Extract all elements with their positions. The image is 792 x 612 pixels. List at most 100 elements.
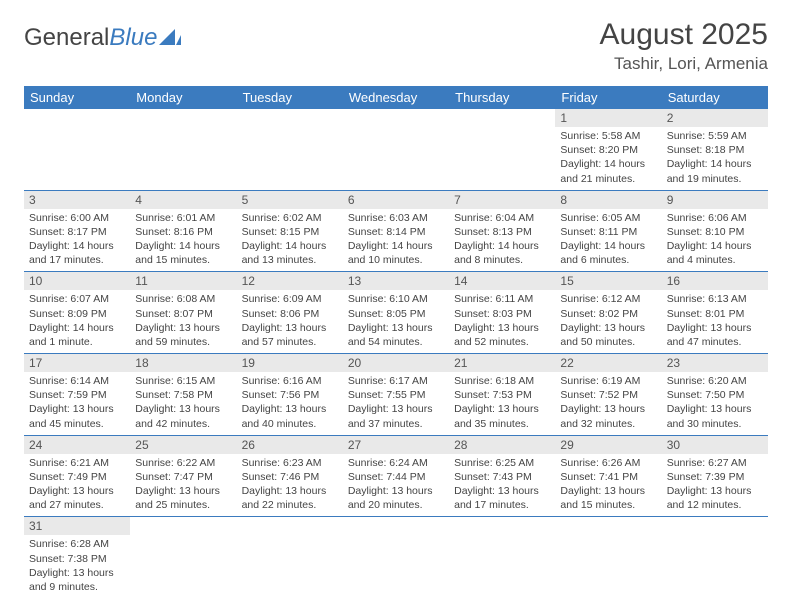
daylight-text: Daylight: 13 hours and 52 minutes. [454, 321, 550, 349]
day-body: Sunrise: 6:16 AMSunset: 7:56 PMDaylight:… [237, 372, 343, 435]
day-body: Sunrise: 6:23 AMSunset: 7:46 PMDaylight:… [237, 454, 343, 517]
calendar-row: 1Sunrise: 5:58 AMSunset: 8:20 PMDaylight… [24, 109, 768, 190]
day-number [449, 517, 555, 535]
day-number [662, 517, 768, 535]
day-body: Sunrise: 6:19 AMSunset: 7:52 PMDaylight:… [555, 372, 661, 435]
sunrise-text: Sunrise: 6:01 AM [135, 211, 231, 225]
calendar-cell: 11Sunrise: 6:08 AMSunset: 8:07 PMDayligh… [130, 272, 236, 354]
calendar-cell: 27Sunrise: 6:24 AMSunset: 7:44 PMDayligh… [343, 435, 449, 517]
sunrise-text: Sunrise: 6:15 AM [135, 374, 231, 388]
day-number: 25 [130, 436, 236, 454]
daylight-text: Daylight: 13 hours and 57 minutes. [242, 321, 338, 349]
day-body: Sunrise: 6:01 AMSunset: 8:16 PMDaylight:… [130, 209, 236, 272]
sunset-text: Sunset: 7:44 PM [348, 470, 444, 484]
day-body [237, 535, 343, 555]
sunrise-text: Sunrise: 6:07 AM [29, 292, 125, 306]
calendar-cell: 13Sunrise: 6:10 AMSunset: 8:05 PMDayligh… [343, 272, 449, 354]
daylight-text: Daylight: 13 hours and 45 minutes. [29, 402, 125, 430]
day-body: Sunrise: 6:11 AMSunset: 8:03 PMDaylight:… [449, 290, 555, 353]
day-number [343, 517, 449, 535]
sunrise-text: Sunrise: 6:22 AM [135, 456, 231, 470]
logo-text-2: Blue [109, 24, 157, 52]
sunset-text: Sunset: 7:53 PM [454, 388, 550, 402]
calendar-cell: 20Sunrise: 6:17 AMSunset: 7:55 PMDayligh… [343, 354, 449, 436]
sunset-text: Sunset: 8:16 PM [135, 225, 231, 239]
daylight-text: Daylight: 14 hours and 21 minutes. [560, 157, 656, 185]
daylight-text: Daylight: 13 hours and 54 minutes. [348, 321, 444, 349]
day-number [130, 109, 236, 127]
day-body: Sunrise: 6:20 AMSunset: 7:50 PMDaylight:… [662, 372, 768, 435]
day-number [237, 109, 343, 127]
day-number: 12 [237, 272, 343, 290]
sunset-text: Sunset: 7:58 PM [135, 388, 231, 402]
day-number: 15 [555, 272, 661, 290]
day-number: 18 [130, 354, 236, 372]
daylight-text: Daylight: 13 hours and 37 minutes. [348, 402, 444, 430]
day-header: Sunday [24, 86, 130, 109]
title-block: August 2025 Tashir, Lori, Armenia [600, 18, 768, 74]
calendar-cell [343, 517, 449, 598]
sunrise-text: Sunrise: 6:02 AM [242, 211, 338, 225]
day-body [130, 127, 236, 147]
sunset-text: Sunset: 7:39 PM [667, 470, 763, 484]
sunrise-text: Sunrise: 6:23 AM [242, 456, 338, 470]
daylight-text: Daylight: 14 hours and 13 minutes. [242, 239, 338, 267]
day-number: 30 [662, 436, 768, 454]
daylight-text: Daylight: 13 hours and 50 minutes. [560, 321, 656, 349]
daylight-text: Daylight: 14 hours and 1 minute. [29, 321, 125, 349]
day-number: 20 [343, 354, 449, 372]
day-number: 11 [130, 272, 236, 290]
sunset-text: Sunset: 7:43 PM [454, 470, 550, 484]
sunset-text: Sunset: 7:41 PM [560, 470, 656, 484]
day-number: 8 [555, 191, 661, 209]
day-body: Sunrise: 6:06 AMSunset: 8:10 PMDaylight:… [662, 209, 768, 272]
day-number [237, 517, 343, 535]
day-number: 5 [237, 191, 343, 209]
daylight-text: Daylight: 14 hours and 17 minutes. [29, 239, 125, 267]
daylight-text: Daylight: 13 hours and 20 minutes. [348, 484, 444, 512]
calendar-cell: 23Sunrise: 6:20 AMSunset: 7:50 PMDayligh… [662, 354, 768, 436]
calendar-cell: 24Sunrise: 6:21 AMSunset: 7:49 PMDayligh… [24, 435, 130, 517]
calendar-cell [343, 109, 449, 190]
sunrise-text: Sunrise: 6:26 AM [560, 456, 656, 470]
sunrise-text: Sunrise: 5:59 AM [667, 129, 763, 143]
sunset-text: Sunset: 7:47 PM [135, 470, 231, 484]
calendar-cell: 17Sunrise: 6:14 AMSunset: 7:59 PMDayligh… [24, 354, 130, 436]
day-number [449, 109, 555, 127]
sunset-text: Sunset: 7:50 PM [667, 388, 763, 402]
calendar-cell: 25Sunrise: 6:22 AMSunset: 7:47 PMDayligh… [130, 435, 236, 517]
sunrise-text: Sunrise: 6:09 AM [242, 292, 338, 306]
day-number: 24 [24, 436, 130, 454]
day-body [24, 127, 130, 147]
day-number: 14 [449, 272, 555, 290]
sunset-text: Sunset: 7:46 PM [242, 470, 338, 484]
day-body [343, 127, 449, 147]
calendar-cell: 16Sunrise: 6:13 AMSunset: 8:01 PMDayligh… [662, 272, 768, 354]
day-body: Sunrise: 5:59 AMSunset: 8:18 PMDaylight:… [662, 127, 768, 190]
daylight-text: Daylight: 14 hours and 4 minutes. [667, 239, 763, 267]
calendar-cell: 14Sunrise: 6:11 AMSunset: 8:03 PMDayligh… [449, 272, 555, 354]
calendar-cell: 1Sunrise: 5:58 AMSunset: 8:20 PMDaylight… [555, 109, 661, 190]
sunset-text: Sunset: 8:18 PM [667, 143, 763, 157]
calendar-cell: 9Sunrise: 6:06 AMSunset: 8:10 PMDaylight… [662, 190, 768, 272]
sunrise-text: Sunrise: 6:04 AM [454, 211, 550, 225]
day-body [449, 535, 555, 555]
day-body: Sunrise: 6:17 AMSunset: 7:55 PMDaylight:… [343, 372, 449, 435]
day-body: Sunrise: 6:09 AMSunset: 8:06 PMDaylight:… [237, 290, 343, 353]
day-number: 13 [343, 272, 449, 290]
day-body: Sunrise: 6:00 AMSunset: 8:17 PMDaylight:… [24, 209, 130, 272]
day-number: 23 [662, 354, 768, 372]
day-number: 29 [555, 436, 661, 454]
calendar-row: 17Sunrise: 6:14 AMSunset: 7:59 PMDayligh… [24, 354, 768, 436]
sunrise-text: Sunrise: 5:58 AM [560, 129, 656, 143]
day-number: 9 [662, 191, 768, 209]
day-number: 21 [449, 354, 555, 372]
calendar-cell: 4Sunrise: 6:01 AMSunset: 8:16 PMDaylight… [130, 190, 236, 272]
calendar-cell: 6Sunrise: 6:03 AMSunset: 8:14 PMDaylight… [343, 190, 449, 272]
daylight-text: Daylight: 13 hours and 59 minutes. [135, 321, 231, 349]
daylight-text: Daylight: 13 hours and 40 minutes. [242, 402, 338, 430]
sunrise-text: Sunrise: 6:10 AM [348, 292, 444, 306]
day-body: Sunrise: 6:12 AMSunset: 8:02 PMDaylight:… [555, 290, 661, 353]
sunrise-text: Sunrise: 6:24 AM [348, 456, 444, 470]
calendar-cell: 10Sunrise: 6:07 AMSunset: 8:09 PMDayligh… [24, 272, 130, 354]
